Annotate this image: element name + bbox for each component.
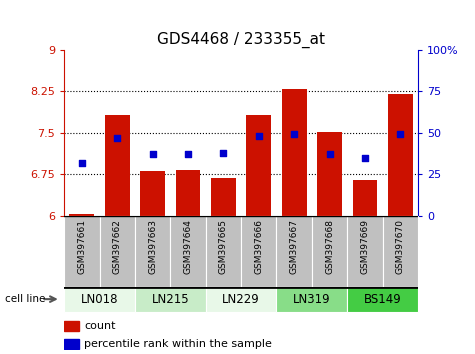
- Bar: [352, 180, 377, 216]
- FancyBboxPatch shape: [276, 216, 312, 287]
- Bar: [69, 214, 94, 216]
- FancyBboxPatch shape: [64, 287, 135, 312]
- Bar: [64, 321, 79, 331]
- Point: [397, 132, 404, 137]
- FancyBboxPatch shape: [206, 287, 276, 312]
- FancyBboxPatch shape: [347, 287, 418, 312]
- FancyBboxPatch shape: [383, 216, 418, 287]
- FancyBboxPatch shape: [347, 216, 383, 287]
- Text: LN215: LN215: [152, 293, 189, 306]
- Text: GSM397661: GSM397661: [77, 219, 86, 274]
- Bar: [282, 90, 306, 216]
- Text: count: count: [84, 321, 115, 331]
- Text: GSM397670: GSM397670: [396, 219, 405, 274]
- Point: [255, 133, 263, 139]
- Text: GSM397669: GSM397669: [361, 219, 370, 274]
- Text: GSM397667: GSM397667: [290, 219, 299, 274]
- Bar: [247, 115, 271, 216]
- FancyBboxPatch shape: [170, 216, 206, 287]
- FancyBboxPatch shape: [64, 216, 99, 287]
- Text: GSM397663: GSM397663: [148, 219, 157, 274]
- Text: LN018: LN018: [81, 293, 118, 306]
- FancyBboxPatch shape: [276, 287, 347, 312]
- Title: GDS4468 / 233355_at: GDS4468 / 233355_at: [157, 32, 325, 48]
- Point: [184, 152, 192, 157]
- FancyBboxPatch shape: [241, 216, 276, 287]
- Point: [219, 150, 227, 155]
- Point: [326, 152, 333, 157]
- Point: [114, 135, 121, 141]
- FancyBboxPatch shape: [99, 216, 135, 287]
- Text: GSM397664: GSM397664: [183, 219, 192, 274]
- Point: [361, 155, 369, 161]
- Point: [290, 132, 298, 137]
- FancyBboxPatch shape: [312, 216, 347, 287]
- FancyBboxPatch shape: [135, 287, 206, 312]
- Bar: [64, 339, 79, 349]
- Text: LN229: LN229: [222, 293, 260, 306]
- Text: percentile rank within the sample: percentile rank within the sample: [84, 339, 272, 349]
- Text: GSM397668: GSM397668: [325, 219, 334, 274]
- Text: GSM397665: GSM397665: [219, 219, 228, 274]
- Text: GSM397666: GSM397666: [254, 219, 263, 274]
- Text: LN319: LN319: [293, 293, 331, 306]
- FancyBboxPatch shape: [206, 216, 241, 287]
- Text: cell line: cell line: [5, 294, 45, 304]
- Point: [78, 160, 86, 166]
- Text: GSM397662: GSM397662: [113, 219, 122, 274]
- Point: [149, 152, 156, 157]
- Bar: [388, 95, 413, 216]
- Bar: [140, 171, 165, 216]
- Text: BS149: BS149: [364, 293, 401, 306]
- Bar: [211, 178, 236, 216]
- FancyBboxPatch shape: [135, 216, 170, 287]
- Bar: [176, 171, 200, 216]
- Bar: [317, 132, 342, 216]
- Bar: [105, 115, 130, 216]
